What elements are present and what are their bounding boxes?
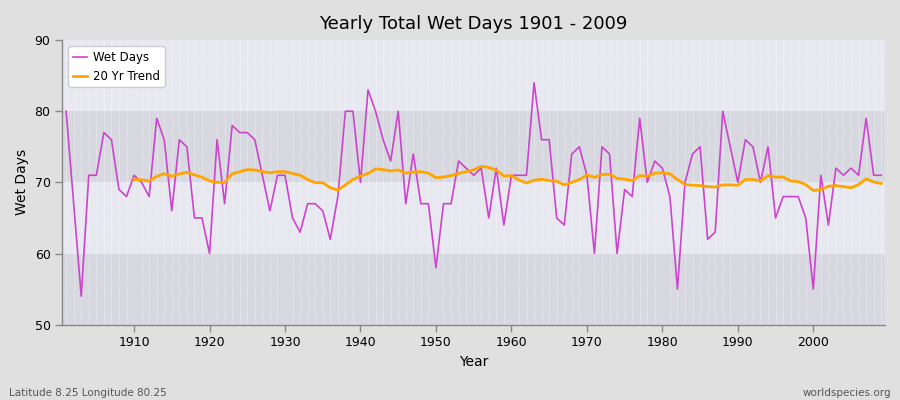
- X-axis label: Year: Year: [459, 355, 489, 369]
- Wet Days: [294, 230, 305, 234]
- Wet Days: [129, 173, 140, 178]
- Wet Days: [528, 80, 539, 85]
- Line: 20 Yr Trend: 20 Yr Trend: [134, 166, 881, 190]
- Text: worldspecies.org: worldspecies.org: [803, 388, 891, 398]
- 20 Yr Trend: [597, 172, 608, 177]
- Bar: [62, 254, 885, 325]
- Bar: [62, 111, 885, 182]
- Wet Days: [76, 294, 86, 298]
- Wet Days: [514, 173, 525, 178]
- 20 Yr Trend: [876, 181, 886, 186]
- Legend: Wet Days, 20 Yr Trend: Wet Days, 20 Yr Trend: [68, 46, 165, 87]
- Wet Days: [340, 109, 351, 114]
- 20 Yr Trend: [506, 173, 517, 178]
- Wet Days: [60, 109, 71, 114]
- Bar: [62, 40, 885, 111]
- Title: Yearly Total Wet Days 1901 - 2009: Yearly Total Wet Days 1901 - 2009: [320, 15, 628, 33]
- Wet Days: [876, 173, 886, 178]
- Line: Wet Days: Wet Days: [66, 83, 881, 296]
- Text: Latitude 8.25 Longitude 80.25: Latitude 8.25 Longitude 80.25: [9, 388, 166, 398]
- Wet Days: [506, 173, 517, 178]
- 20 Yr Trend: [499, 174, 509, 178]
- Wet Days: [612, 251, 623, 256]
- 20 Yr Trend: [332, 188, 343, 192]
- Bar: [62, 182, 885, 254]
- Y-axis label: Wet Days: Wet Days: [15, 149, 29, 216]
- 20 Yr Trend: [287, 171, 298, 176]
